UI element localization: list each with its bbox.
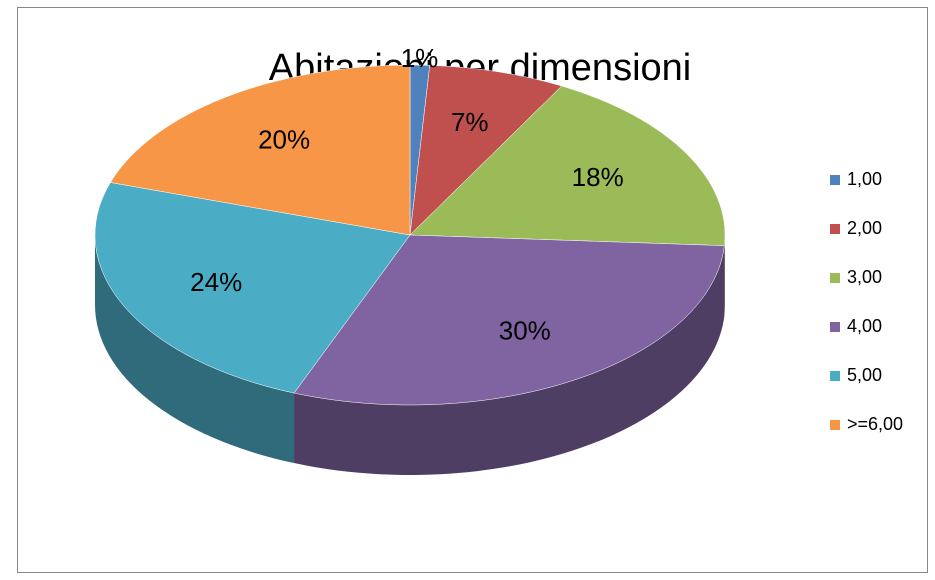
legend-swatch <box>830 273 840 283</box>
data-label: 20% <box>258 124 310 154</box>
legend-label: 5,00 <box>847 365 882 385</box>
data-label: 1% <box>401 43 439 73</box>
legend-item: 1,00 <box>830 169 882 189</box>
legend-item: 2,00 <box>830 218 882 238</box>
pie-slice <box>409 65 563 236</box>
legend-swatch <box>830 175 840 185</box>
pie-slice-side <box>724 235 725 316</box>
data-label: 24% <box>190 267 242 297</box>
legend-item: 5,00 <box>830 365 882 385</box>
legend-swatch <box>830 224 840 234</box>
data-label: 18% <box>572 162 624 192</box>
legend-label: 1,00 <box>847 169 882 189</box>
legend-label: 2,00 <box>847 218 882 238</box>
legend-swatch <box>830 420 840 430</box>
legend-item: >=6,00 <box>830 414 903 434</box>
data-label: 7% <box>451 107 489 137</box>
pie-slice <box>293 234 725 406</box>
legend-swatch <box>830 322 840 332</box>
pie-slice <box>94 182 411 394</box>
pie-slice-side <box>95 235 295 464</box>
pie-slice-side <box>294 245 725 475</box>
pie-slice <box>409 85 726 246</box>
legend-label: >=6,00 <box>847 414 903 434</box>
legend-swatch <box>830 371 840 381</box>
legend-label: 4,00 <box>847 316 882 336</box>
pie-slice <box>110 64 411 236</box>
legend-item: 4,00 <box>830 316 882 336</box>
data-label: 30% <box>499 315 551 345</box>
legend-label: 3,00 <box>847 267 882 287</box>
legend-item: 3,00 <box>830 267 882 287</box>
